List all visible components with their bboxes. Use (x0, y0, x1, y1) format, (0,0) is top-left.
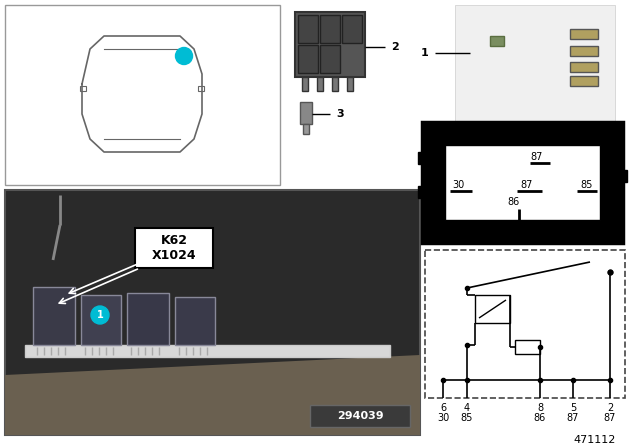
Polygon shape (470, 18, 550, 78)
Text: 1: 1 (180, 51, 188, 61)
Bar (310, 405, 410, 427)
Text: 87: 87 (521, 180, 533, 190)
Bar (455, 5, 615, 128)
Bar (302, 77, 308, 91)
Bar (570, 62, 598, 72)
Bar (80, 86, 86, 91)
Text: 30: 30 (437, 413, 449, 423)
Bar (25, 345, 390, 357)
Text: 8: 8 (537, 403, 543, 413)
Text: 87: 87 (567, 413, 579, 423)
Bar (430, 130, 615, 235)
Bar (320, 15, 340, 43)
Text: 2: 2 (607, 403, 613, 413)
Bar (347, 77, 353, 91)
Bar (33, 287, 75, 345)
Bar (332, 77, 338, 91)
Bar (613, 170, 627, 182)
Bar (317, 77, 323, 91)
Bar (81, 295, 121, 345)
Bar (475, 295, 510, 323)
Bar (175, 297, 215, 345)
Text: 4: 4 (464, 403, 470, 413)
Text: 85: 85 (581, 180, 593, 190)
Circle shape (175, 47, 193, 65)
Text: 471112: 471112 (574, 435, 616, 445)
Bar (515, 340, 540, 354)
Bar (298, 45, 318, 73)
Bar (135, 228, 213, 268)
Text: 85: 85 (461, 413, 473, 423)
Text: 87: 87 (531, 152, 543, 162)
Bar (418, 186, 432, 198)
Bar (295, 12, 365, 77)
Bar (570, 46, 598, 56)
Text: 86: 86 (508, 197, 520, 207)
Circle shape (91, 306, 109, 324)
Bar (418, 152, 432, 164)
Bar (445, 145, 600, 220)
Bar (198, 86, 204, 91)
Bar (303, 124, 309, 134)
Text: 5: 5 (570, 403, 576, 413)
Text: 2: 2 (391, 42, 399, 52)
Polygon shape (550, 18, 570, 93)
Text: 1: 1 (420, 48, 428, 58)
Bar (127, 293, 169, 345)
Text: 87: 87 (604, 413, 616, 423)
Bar (570, 76, 598, 86)
Polygon shape (5, 355, 420, 435)
Bar (5, 190, 420, 435)
Bar (320, 45, 340, 73)
Text: 3: 3 (336, 109, 344, 119)
Bar (298, 15, 318, 43)
Polygon shape (470, 78, 570, 93)
Bar (425, 250, 625, 398)
Text: 1: 1 (97, 310, 104, 320)
Text: 30: 30 (452, 180, 464, 190)
Bar (570, 29, 598, 39)
Bar (300, 102, 312, 124)
Text: K62
X1024: K62 X1024 (152, 234, 196, 262)
Bar (342, 15, 362, 43)
Text: 86: 86 (534, 413, 546, 423)
Text: 294039: 294039 (337, 411, 383, 421)
Bar (490, 36, 504, 46)
Text: 6: 6 (440, 403, 446, 413)
Bar (5, 5, 280, 185)
